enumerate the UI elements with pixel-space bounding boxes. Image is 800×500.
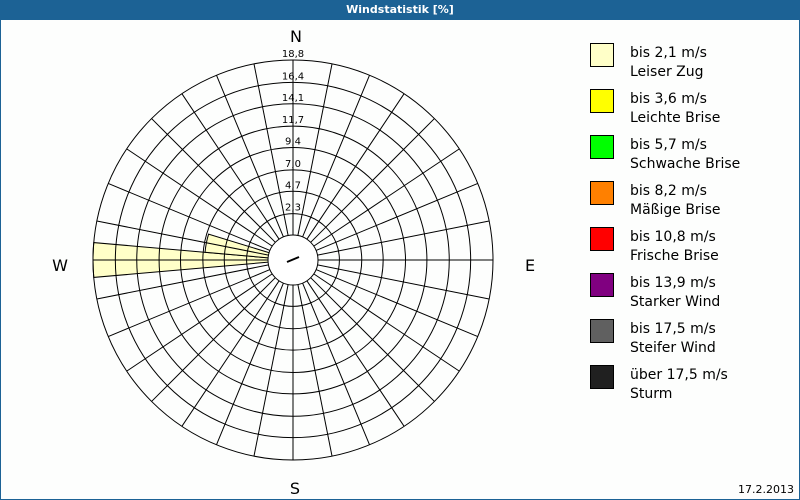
- ring-label: 2,3: [285, 203, 301, 214]
- date-label: 17.2.2013: [738, 483, 794, 496]
- ring-label: 14,1: [282, 93, 304, 104]
- legend-label: Mäßige Brise: [630, 202, 721, 218]
- ring-label: 11,7: [282, 115, 304, 126]
- grid-ring: [114, 81, 472, 439]
- legend-swatch: [590, 365, 614, 389]
- legend-swatch: [590, 43, 614, 67]
- ring-label: 9,4: [285, 137, 301, 148]
- grid-ring: [246, 213, 340, 307]
- wind-arrow-icon: [286, 256, 300, 263]
- legend-range: bis 8,2 m/s: [630, 183, 707, 199]
- grid-ring: [136, 103, 450, 417]
- legend-swatch: [590, 181, 614, 205]
- legend-swatch: [590, 319, 614, 343]
- grid-ring: [202, 169, 384, 351]
- legend-label: Sturm: [630, 386, 673, 402]
- legend-swatch: [590, 227, 614, 251]
- legend-swatch: [590, 273, 614, 297]
- legend-swatch: [590, 89, 614, 113]
- legend-label: Leiser Zug: [630, 64, 704, 80]
- grid-ring: [223, 190, 363, 330]
- legend-range: bis 2,1 m/s: [630, 45, 707, 61]
- legend-label: Steifer Wind: [630, 340, 716, 356]
- ring-label: 4,7: [285, 180, 301, 191]
- legend-range: bis 10,8 m/s: [630, 229, 716, 245]
- legend-label: Frische Brise: [630, 248, 719, 264]
- ring-label: 18,8: [282, 49, 304, 60]
- grid-ring: [158, 125, 428, 395]
- compass-north: N: [290, 27, 302, 46]
- grid-ring: [92, 59, 494, 461]
- legend-range: bis 17,5 m/s: [630, 321, 716, 337]
- ring-label: 16,4: [282, 71, 304, 82]
- legend-swatch: [590, 135, 614, 159]
- ring-label: 7,0: [285, 159, 301, 170]
- legend-range: bis 3,6 m/s: [630, 91, 707, 107]
- compass-south: S: [290, 479, 300, 498]
- legend-label: Starker Wind: [630, 294, 721, 310]
- legend-label: Schwache Brise: [630, 156, 741, 172]
- legend-label: Leichte Brise: [630, 110, 721, 126]
- chart-title: Windstatistik [%]: [0, 0, 800, 20]
- legend-range: über 17,5 m/s: [630, 367, 728, 383]
- grid-ring: [180, 147, 406, 373]
- legend-range: bis 13,9 m/s: [630, 275, 716, 291]
- legend-range: bis 5,7 m/s: [630, 137, 707, 153]
- compass-east: E: [525, 256, 535, 275]
- compass-west: W: [52, 256, 68, 275]
